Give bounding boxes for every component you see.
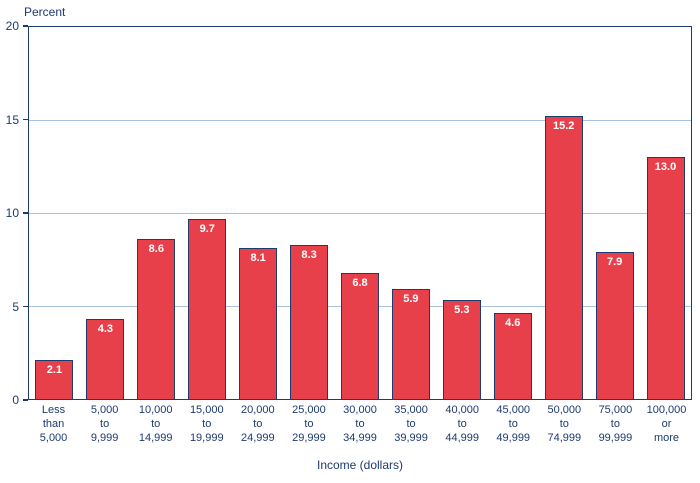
x-tick-label: 20,000 to 24,999 <box>241 404 275 444</box>
x-tick-label: 45,000 to 49,999 <box>496 404 531 444</box>
bar-6: 6.8 <box>340 272 379 399</box>
bar-value-label: 8.1 <box>250 252 266 265</box>
y-tick-label: 20 <box>5 19 19 33</box>
x-tick-label: 50,000 to 74,999 <box>547 404 582 444</box>
bar-10: 15.2 <box>544 116 583 399</box>
bar-slot: 9.7 <box>182 27 233 399</box>
y-tick-label: 5 <box>12 299 19 314</box>
bar-value-label: 6.8 <box>352 276 368 289</box>
bar-value-label: 8.6 <box>148 243 164 256</box>
y-tick-mark <box>23 25 28 27</box>
bar-value-label: 5.3 <box>454 304 470 317</box>
bar-value-label: 9.7 <box>199 222 215 235</box>
x-axis-title: Income (dollars) <box>316 458 404 472</box>
bar-slot: 7.9 <box>589 27 640 399</box>
x-tick-label: 75,000 to 99,999 <box>598 404 633 444</box>
bar-slot: 4.6 <box>487 27 538 399</box>
x-tick-label: 5,000 to 9,999 <box>90 404 119 444</box>
x-tick-label: 15,000 to 19,999 <box>189 404 224 444</box>
y-tick-mark <box>23 399 28 401</box>
bar-slot: 8.1 <box>233 27 284 399</box>
x-tick-label: 30,000 to 34,999 <box>343 404 377 444</box>
gridline <box>29 213 691 214</box>
y-tick-label: 15 <box>5 112 19 127</box>
gridline <box>29 120 691 121</box>
bar-value-label: 8.3 <box>301 248 317 261</box>
y-tick-mark <box>23 212 28 214</box>
bar-7: 5.9 <box>391 289 430 399</box>
bar-value-label: 4.6 <box>505 317 521 330</box>
bar-12: 13.0 <box>646 157 685 399</box>
y-axis-title: Percent <box>24 5 66 19</box>
bar-slot: 5.3 <box>436 27 487 399</box>
x-tick-label: 10,000 to 14,999 <box>138 404 173 444</box>
bar-slot: 6.8 <box>335 27 386 399</box>
bar-value-label: 4.3 <box>97 323 114 336</box>
bar-0: 2.1 <box>35 359 74 399</box>
bar-1: 4.3 <box>86 319 125 399</box>
y-tick-mark <box>23 118 28 121</box>
bar-slot: 4.3 <box>80 27 131 399</box>
bar-11: 7.9 <box>595 252 634 399</box>
x-tick-label: 35,000 to 39,999 <box>394 404 428 444</box>
y-tick-label: 10 <box>5 206 19 220</box>
bar-value-label: 7.9 <box>606 256 623 269</box>
bar-slot: 5.9 <box>385 27 436 399</box>
y-axis: 0 5 10 15 20 <box>0 19 28 407</box>
bar-value-label: 15.2 <box>552 120 575 133</box>
bar-value-label: 5.9 <box>403 293 419 306</box>
x-tick-label: 100,000 or more <box>646 404 687 444</box>
bar-slot: 13.0 <box>640 27 691 399</box>
y-tick-mark <box>23 305 28 308</box>
bar-9: 4.6 <box>493 313 532 399</box>
bar-value-label: 2.1 <box>46 363 63 376</box>
bar-4: 8.1 <box>239 248 278 399</box>
bar-2: 8.6 <box>137 239 176 399</box>
bar-3: 9.7 <box>188 218 227 399</box>
bar-slot: 8.3 <box>284 27 335 399</box>
x-tick-label: 40,000 to 44,999 <box>445 404 479 444</box>
bar-5: 8.3 <box>290 244 329 399</box>
plot-area: 2.1 4.3 8.6 9.7 8.1 8.3 6.8 5.9 5.3 4.6 15.2 7.9 13.… <box>28 26 692 400</box>
x-axis: Less than 5,000 5,000 to 9,999 10,000 to 1… <box>28 404 692 445</box>
bars: 2.1 4.3 8.6 9.7 8.1 8.3 6.8 5.9 5.3 4.6 15.2 7.9 13.… <box>29 27 691 399</box>
bar-value-label: 13.0 <box>654 161 677 174</box>
x-tick-label: Less than 5,000 <box>39 404 68 444</box>
bar-slot: 15.2 <box>538 27 589 399</box>
y-tick-label: 0 <box>12 393 19 407</box>
bar-8: 5.3 <box>442 300 481 399</box>
bar-slot: 8.6 <box>131 27 182 399</box>
bar-slot: 2.1 <box>29 27 80 399</box>
x-tick-label: 25,000 to 29,999 <box>292 404 326 444</box>
